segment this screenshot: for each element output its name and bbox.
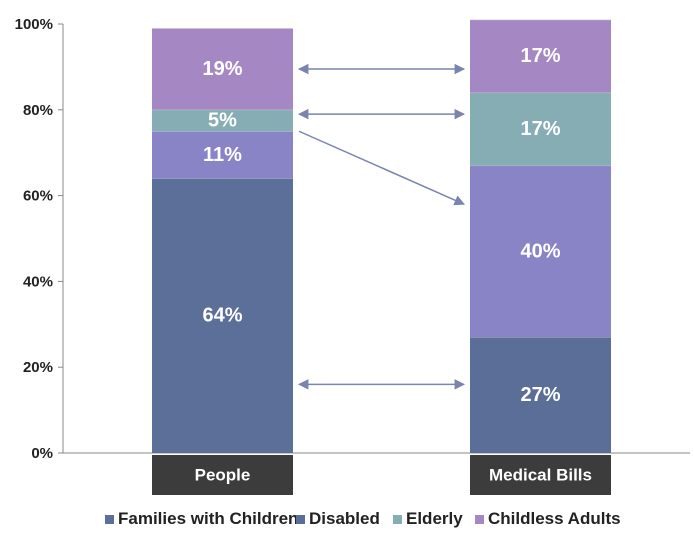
bar-segment	[470, 19, 611, 93]
legend: Families with Children Disabled Elderly Chi…	[105, 509, 621, 528]
bar-segment	[152, 131, 293, 179]
legend-label: Families with Children	[118, 509, 298, 528]
category-label: Medical Bills	[489, 466, 592, 485]
bar-segment	[470, 337, 611, 453]
legend-swatch	[475, 515, 484, 524]
data-label: 5%	[208, 110, 237, 132]
bar-segment	[152, 178, 293, 453]
connector-arrow	[298, 130, 465, 206]
y-tick-label: 60%	[23, 188, 53, 205]
category-box	[470, 455, 611, 495]
bars-group: 64% 11% 5% 19% 27% 40% 17% 17%	[152, 19, 611, 453]
data-label: 19%	[202, 58, 242, 80]
bar-segment	[152, 28, 293, 110]
connector-arrows	[297, 63, 466, 390]
legend-swatch	[296, 515, 305, 524]
legend-swatch	[105, 515, 114, 524]
data-label: 40%	[520, 240, 560, 262]
bar-segment	[470, 165, 611, 338]
category-labels: People Medical Bills	[152, 455, 611, 495]
bar-segment	[152, 109, 293, 132]
data-label: 27%	[520, 384, 560, 406]
data-label: 11%	[203, 144, 242, 166]
category-box	[152, 455, 293, 495]
legend-label: Childless Adults	[488, 509, 621, 528]
bar-segment	[470, 92, 611, 166]
y-tick-label: 80%	[23, 102, 53, 119]
legend-label: Disabled	[309, 509, 380, 528]
y-tick-label: 0%	[31, 445, 53, 462]
data-label: 17%	[520, 118, 560, 140]
y-tick-label: 100%	[15, 16, 53, 33]
category-label: People	[195, 466, 251, 485]
data-label: 64%	[202, 305, 242, 327]
y-tick-label: 40%	[23, 273, 53, 290]
legend-label: Elderly	[406, 509, 463, 528]
legend-swatch	[393, 515, 402, 524]
y-tick-label: 20%	[23, 359, 53, 376]
data-label: 17%	[520, 45, 560, 67]
